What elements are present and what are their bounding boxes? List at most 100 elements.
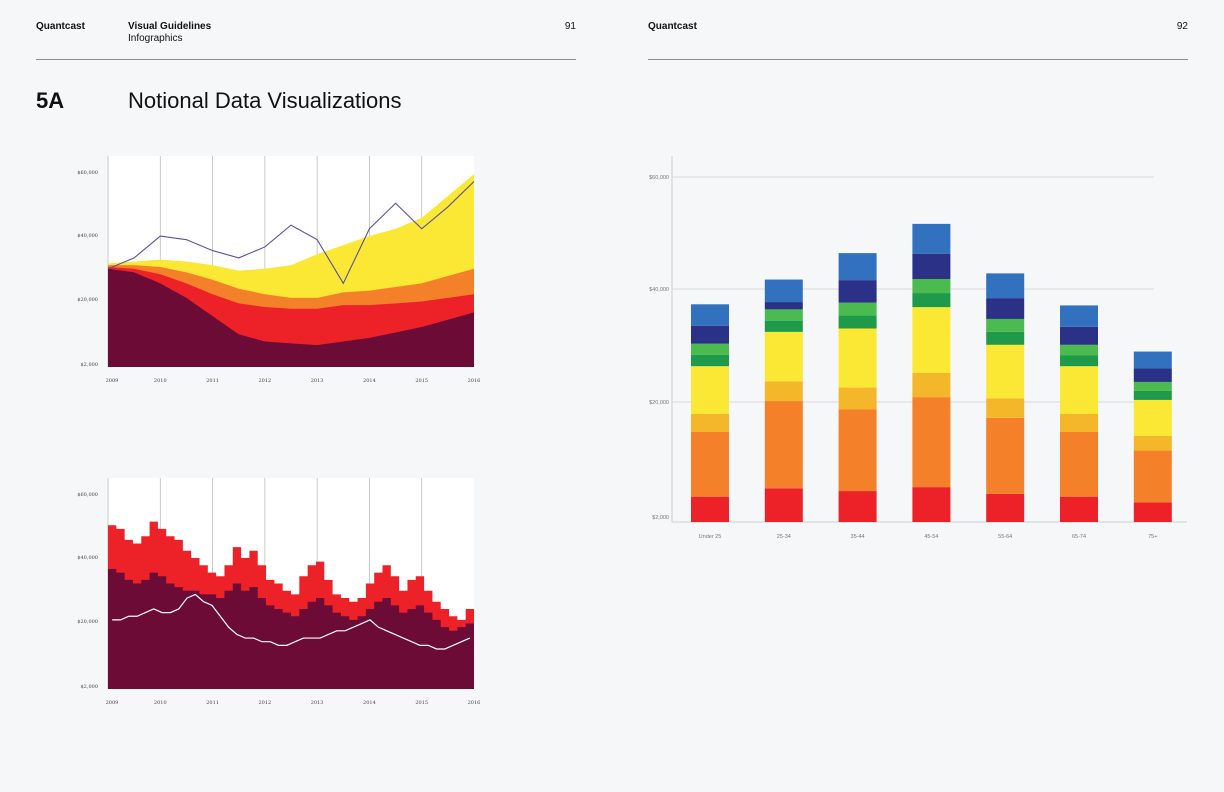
bar-segment-navy <box>764 302 803 310</box>
bar-segment-green <box>1060 344 1098 356</box>
bar-segment-navy <box>986 298 1025 319</box>
y-tick-label: $2,000 <box>652 515 669 521</box>
area-series-maroon <box>108 268 474 367</box>
right-brand-label: Quantcast <box>648 21 697 32</box>
bar-segment-yellow <box>1060 366 1098 414</box>
bar-segment-red <box>1060 496 1098 522</box>
x-tick-label: 2012 <box>258 700 271 706</box>
x-tick-label: 75+ <box>1148 534 1157 540</box>
x-tick-label: 2013 <box>311 378 324 384</box>
x-tick-label: 55-64 <box>998 534 1012 540</box>
stacked-bar-chart: $60,000 $40,000 $20,000 $2,000 Under 25 25-34… <box>649 156 1187 540</box>
left-brand-label: Quantcast <box>36 21 85 32</box>
x-tick-label: 2015 <box>415 700 428 706</box>
bar-segment-dark_green <box>691 354 729 367</box>
bar-segment-yellow <box>764 331 803 382</box>
x-tick-label: Under 25 <box>699 534 722 540</box>
x-tick-label: 2009 <box>106 700 119 706</box>
bar-segment-dark_green <box>764 320 803 332</box>
x-tick-label: 2009 <box>106 378 119 384</box>
bar-segment-blue <box>1133 351 1172 369</box>
x-tick-label: 2010 <box>154 700 167 706</box>
bar-segment-gold <box>1060 414 1098 432</box>
bar-segment-blue <box>912 223 951 254</box>
bar-segment-red <box>838 491 877 522</box>
x-tick-label: 2011 <box>206 378 219 384</box>
bar-segment-gold <box>912 372 951 398</box>
bar-segment-navy <box>1060 326 1098 345</box>
x-tick-label: 25-34 <box>777 534 791 540</box>
bar-segment-blue <box>1060 305 1098 327</box>
bar-segment-dark_green <box>838 315 877 329</box>
bar-segment-blue <box>986 273 1025 299</box>
bar-segment-orange <box>1133 450 1172 503</box>
bar-segment-yellow <box>1133 399 1172 436</box>
bar-segment-green <box>838 302 877 316</box>
bar-segment-navy <box>912 253 951 279</box>
bar-segment-red <box>764 488 803 522</box>
bar-segment-dark_green <box>986 331 1025 345</box>
bar-segment-orange <box>986 417 1025 494</box>
y-tick-label: $20,000 <box>77 619 98 625</box>
bar-segment-gold <box>764 381 803 402</box>
y-tick-label: $60,000 <box>649 175 669 181</box>
x-tick-label: 2016 <box>468 700 481 706</box>
left-page-number: 91 <box>564 21 576 32</box>
guide-subtitle: Infographics <box>128 33 183 44</box>
left-header-rule <box>36 59 576 60</box>
bar-segment-blue <box>838 253 877 281</box>
y-tick-label: $60,000 <box>77 170 98 176</box>
bar-segment-gold <box>838 387 877 410</box>
x-tick-label: 2013 <box>311 700 324 706</box>
y-tick-label: $40,000 <box>77 233 98 239</box>
bar-segment-dark_green <box>1133 390 1172 400</box>
bar-segment-yellow <box>838 328 877 388</box>
y-tick-label: $60,000 <box>77 492 98 498</box>
stepped-area-chart: 2009 2010 2011 2012 2013 2014 2015 2016 $60,000 $… <box>77 478 481 706</box>
y-tick-label: $20,000 <box>77 297 98 303</box>
y-tick-label: $40,000 <box>77 555 98 561</box>
y-tick-label: $40,000 <box>649 287 669 293</box>
bar-segment-green <box>764 309 803 321</box>
trend-line <box>112 593 471 650</box>
bar-segment-red <box>1133 502 1172 522</box>
bar-segment-navy <box>838 280 877 303</box>
right-header-rule <box>648 59 1188 60</box>
bar-segment-green <box>912 279 951 294</box>
bar-segment-gold <box>986 398 1025 418</box>
x-tick-label: 2015 <box>415 378 428 384</box>
bar-segment-gold <box>691 414 729 432</box>
section-number: 5A <box>36 88 65 113</box>
x-tick-label: 45-54 <box>924 534 938 540</box>
bar-segment-orange <box>1060 432 1098 497</box>
x-tick-label: 35-44 <box>851 534 865 540</box>
x-tick-label: 65-74 <box>1072 534 1086 540</box>
bar-segment-green <box>1133 381 1172 391</box>
bar-segment-red <box>912 487 951 522</box>
bar-segment-red <box>691 496 729 522</box>
bar-segment-blue <box>691 304 729 326</box>
bar-segment-dark_green <box>912 293 951 308</box>
bar-segment-yellow <box>912 307 951 373</box>
bar-segment-green <box>691 343 729 355</box>
x-tick-label: 2014 <box>363 378 376 384</box>
bar-segment-green <box>986 318 1025 332</box>
bar-segment-orange <box>691 432 729 497</box>
bar-segment-blue <box>764 279 803 303</box>
bar-segment-yellow <box>691 366 729 414</box>
section-title: Notional Data Visualizations <box>128 88 402 113</box>
right-page-number: 92 <box>1176 21 1188 32</box>
bar-segment-red <box>986 493 1025 522</box>
stepped-series-maroon <box>108 568 474 689</box>
trend-line <box>107 181 475 285</box>
bar-segment-orange <box>912 397 951 488</box>
stacked-area-chart: 2009 2010 2011 2012 2013 2014 2015 2016 $60,000 $… <box>77 156 481 384</box>
bar-segment-dark_green <box>1060 355 1098 367</box>
y-tick-label: $2,000 <box>81 684 99 690</box>
y-tick-label: $2,000 <box>81 362 99 368</box>
x-tick-label: 2011 <box>206 700 219 706</box>
x-tick-label: 2016 <box>468 378 481 384</box>
bar-segment-orange <box>764 401 803 489</box>
bar-segment-yellow <box>986 344 1025 399</box>
bar-segment-orange <box>838 409 877 492</box>
